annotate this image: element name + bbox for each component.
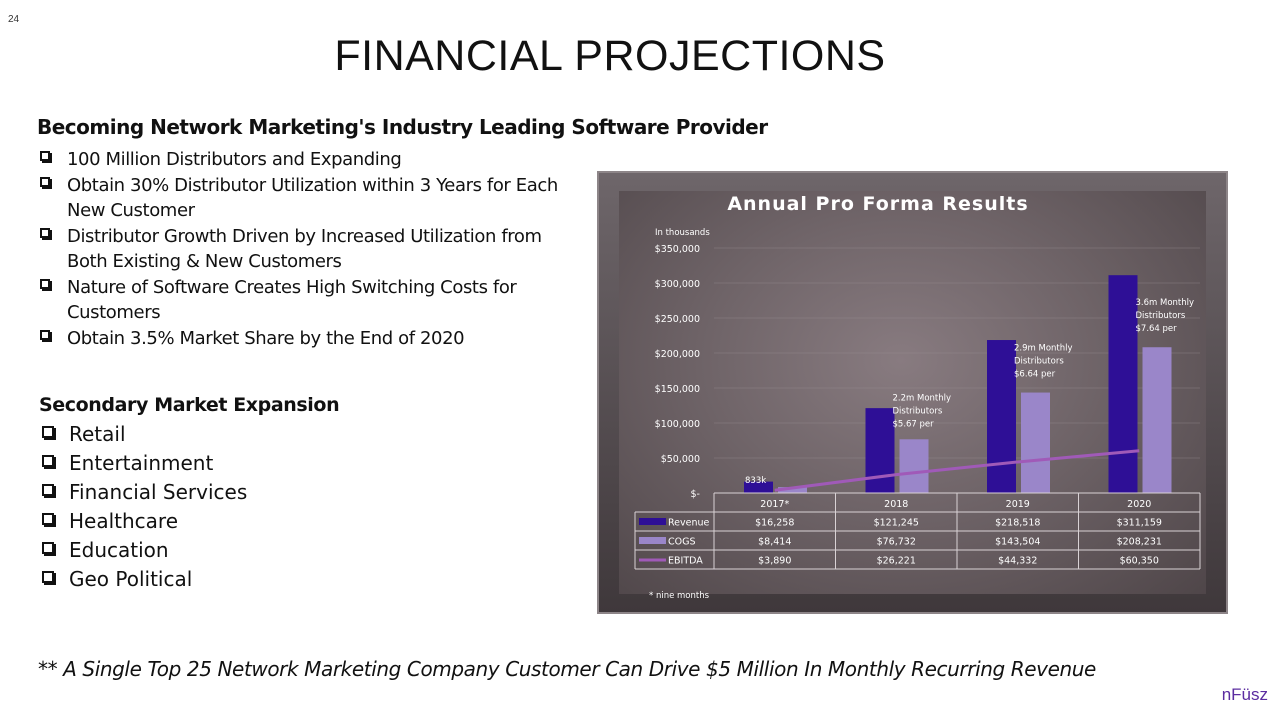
line-ebitda (774, 449, 1140, 492)
checkbox-bullet-icon (40, 176, 50, 187)
checkbox-bullet-icon (40, 329, 50, 340)
pro-forma-chart: Annual Pro Forma Results In thousands $- $5… (634, 193, 1201, 601)
table-cell: $16,258 (755, 518, 794, 529)
checkbox-bullet-icon (42, 484, 54, 496)
legend-swatch-revenue (639, 518, 666, 525)
chart-footnote: * nine months (649, 591, 710, 601)
y-tick-label: $200,000 (655, 349, 700, 360)
list-item: Retail (40, 420, 247, 449)
category-label: 2018 (884, 499, 908, 510)
category-label: 2017* (760, 499, 789, 510)
y-tick-label: $50,000 (661, 454, 700, 465)
list-item: 100 Million Distributors and Expanding (38, 147, 578, 173)
y-tick-label: $150,000 (655, 384, 700, 395)
chart-title: Annual Pro Forma Results (727, 193, 1028, 215)
checkbox-bullet-icon (42, 571, 54, 583)
list-item: Entertainment (40, 449, 247, 478)
list-item: Education (40, 536, 247, 565)
legend-label: COGS (668, 537, 696, 548)
bar-cogs (1142, 347, 1172, 493)
chart-background (619, 191, 1206, 594)
list-item: Obtain 30% Distributor Utilization withi… (38, 173, 578, 224)
annotation-label: 3.6m Monthly (1136, 298, 1195, 308)
table-cell: $121,245 (874, 518, 919, 529)
category-label: 2020 (1127, 499, 1151, 510)
page-number: 24 (8, 14, 20, 25)
annotation-label: 833k (745, 476, 766, 486)
brand-logo: nFüsz (1221, 685, 1268, 704)
bar-cogs (778, 487, 807, 493)
bar-revenue (1108, 275, 1138, 493)
table-cell: $311,159 (1117, 518, 1162, 529)
annotation-label: $5.67 per (893, 419, 935, 429)
y-tick-label: $350,000 (655, 244, 700, 255)
bar-cogs (899, 439, 929, 493)
table-cell: $76,732 (877, 537, 916, 548)
bar-revenue (865, 408, 895, 493)
legend-swatch-cogs (639, 537, 666, 544)
annotation-label: $7.64 per (1136, 324, 1178, 334)
slide-title: FINANCIAL PROJECTIONS (334, 32, 886, 80)
list-item: Nature of Software Creates High Switchin… (38, 275, 578, 326)
y-tick-label: $- (691, 489, 700, 500)
legend-label: EBITDA (668, 556, 703, 567)
list-item: Obtain 3.5% Market Share by the End of 2… (38, 326, 578, 352)
section1-list: 100 Million Distributors and Expanding O… (38, 147, 578, 351)
bar-revenue (987, 340, 1016, 493)
table-cell: $26,221 (877, 556, 916, 567)
table-cell: $8,414 (758, 537, 791, 548)
category-label: 2019 (1006, 499, 1030, 510)
bar-revenue (744, 481, 773, 493)
table-cell: $60,350 (1120, 556, 1159, 567)
checkbox-bullet-icon (42, 455, 54, 467)
annotation-label: Distributors (1136, 311, 1186, 321)
checkbox-bullet-icon (40, 278, 50, 289)
checkbox-bullet-icon (40, 227, 50, 238)
list-item: Geo Political (40, 565, 247, 594)
checkbox-bullet-icon (40, 151, 50, 161)
list-item: Financial Services (40, 478, 247, 507)
section2-heading: Secondary Market Expansion (39, 394, 340, 416)
table-cell: $143,504 (995, 537, 1040, 548)
chart-panel: Annual Pro Forma Results In thousands $- $5… (597, 171, 1228, 614)
checkbox-bullet-icon (42, 426, 54, 438)
annotation-label: 2.9m Monthly (1014, 344, 1073, 354)
y-tick-label: $100,000 (655, 419, 700, 430)
checkbox-bullet-icon (42, 513, 54, 525)
legend-label: Revenue (668, 518, 710, 529)
section1-heading: Becoming Network Marketing's Industry Le… (37, 115, 768, 139)
annotation-label: $6.64 per (1014, 370, 1056, 380)
annotation-label: Distributors (893, 406, 943, 416)
checkbox-bullet-icon (42, 542, 54, 554)
annotation-label: 2.2m Monthly (893, 393, 952, 403)
bar-cogs (1021, 392, 1050, 493)
y-tick-label: $300,000 (655, 279, 700, 290)
table-cell: $208,231 (1117, 537, 1162, 548)
footnote: ** A Single Top 25 Network Marketing Com… (38, 657, 1096, 681)
units-note: In thousands (655, 228, 710, 238)
table-cell: $44,332 (998, 556, 1037, 567)
list-item: Distributor Growth Driven by Increased U… (38, 224, 578, 275)
table-cell: $3,890 (758, 556, 791, 567)
table-cell: $218,518 (995, 518, 1040, 529)
list-item: Healthcare (40, 507, 247, 536)
section2-list: Retail Entertainment Financial Services … (40, 420, 247, 594)
annotation-label: Distributors (1014, 357, 1064, 367)
y-tick-label: $250,000 (655, 314, 700, 325)
